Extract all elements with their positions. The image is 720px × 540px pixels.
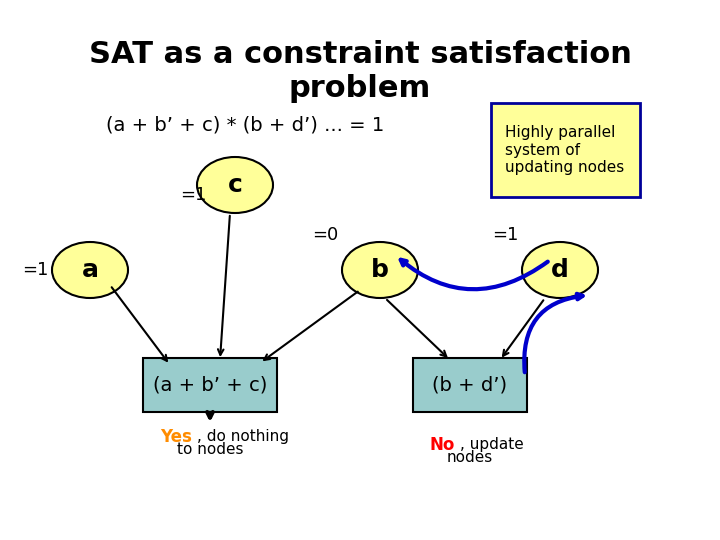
- Text: c: c: [228, 173, 243, 197]
- FancyBboxPatch shape: [413, 358, 527, 412]
- Text: nodes: nodes: [447, 450, 493, 465]
- Text: to nodes: to nodes: [176, 442, 243, 457]
- FancyBboxPatch shape: [143, 358, 277, 412]
- Text: =0: =0: [312, 226, 338, 244]
- Ellipse shape: [197, 157, 273, 213]
- Text: (a + b’ + c) * (b + d’) ... = 1: (a + b’ + c) * (b + d’) ... = 1: [106, 116, 384, 134]
- Ellipse shape: [52, 242, 128, 298]
- Text: =1: =1: [22, 261, 48, 279]
- Text: b: b: [371, 258, 389, 282]
- Ellipse shape: [342, 242, 418, 298]
- Ellipse shape: [522, 242, 598, 298]
- Text: , update: , update: [460, 437, 523, 453]
- Text: d: d: [551, 258, 569, 282]
- Text: =1: =1: [492, 226, 518, 244]
- Text: SAT as a constraint satisfaction
problem: SAT as a constraint satisfaction problem: [89, 40, 631, 103]
- Text: =1: =1: [180, 186, 206, 204]
- FancyBboxPatch shape: [490, 103, 639, 197]
- Text: , do nothing: , do nothing: [197, 429, 289, 444]
- Text: Yes: Yes: [160, 428, 192, 446]
- Text: (b + d’): (b + d’): [433, 375, 508, 395]
- Text: No: No: [430, 436, 455, 454]
- Text: (a + b’ + c): (a + b’ + c): [153, 375, 267, 395]
- Text: Highly parallel
system of
updating nodes: Highly parallel system of updating nodes: [505, 125, 625, 175]
- Text: a: a: [81, 258, 99, 282]
